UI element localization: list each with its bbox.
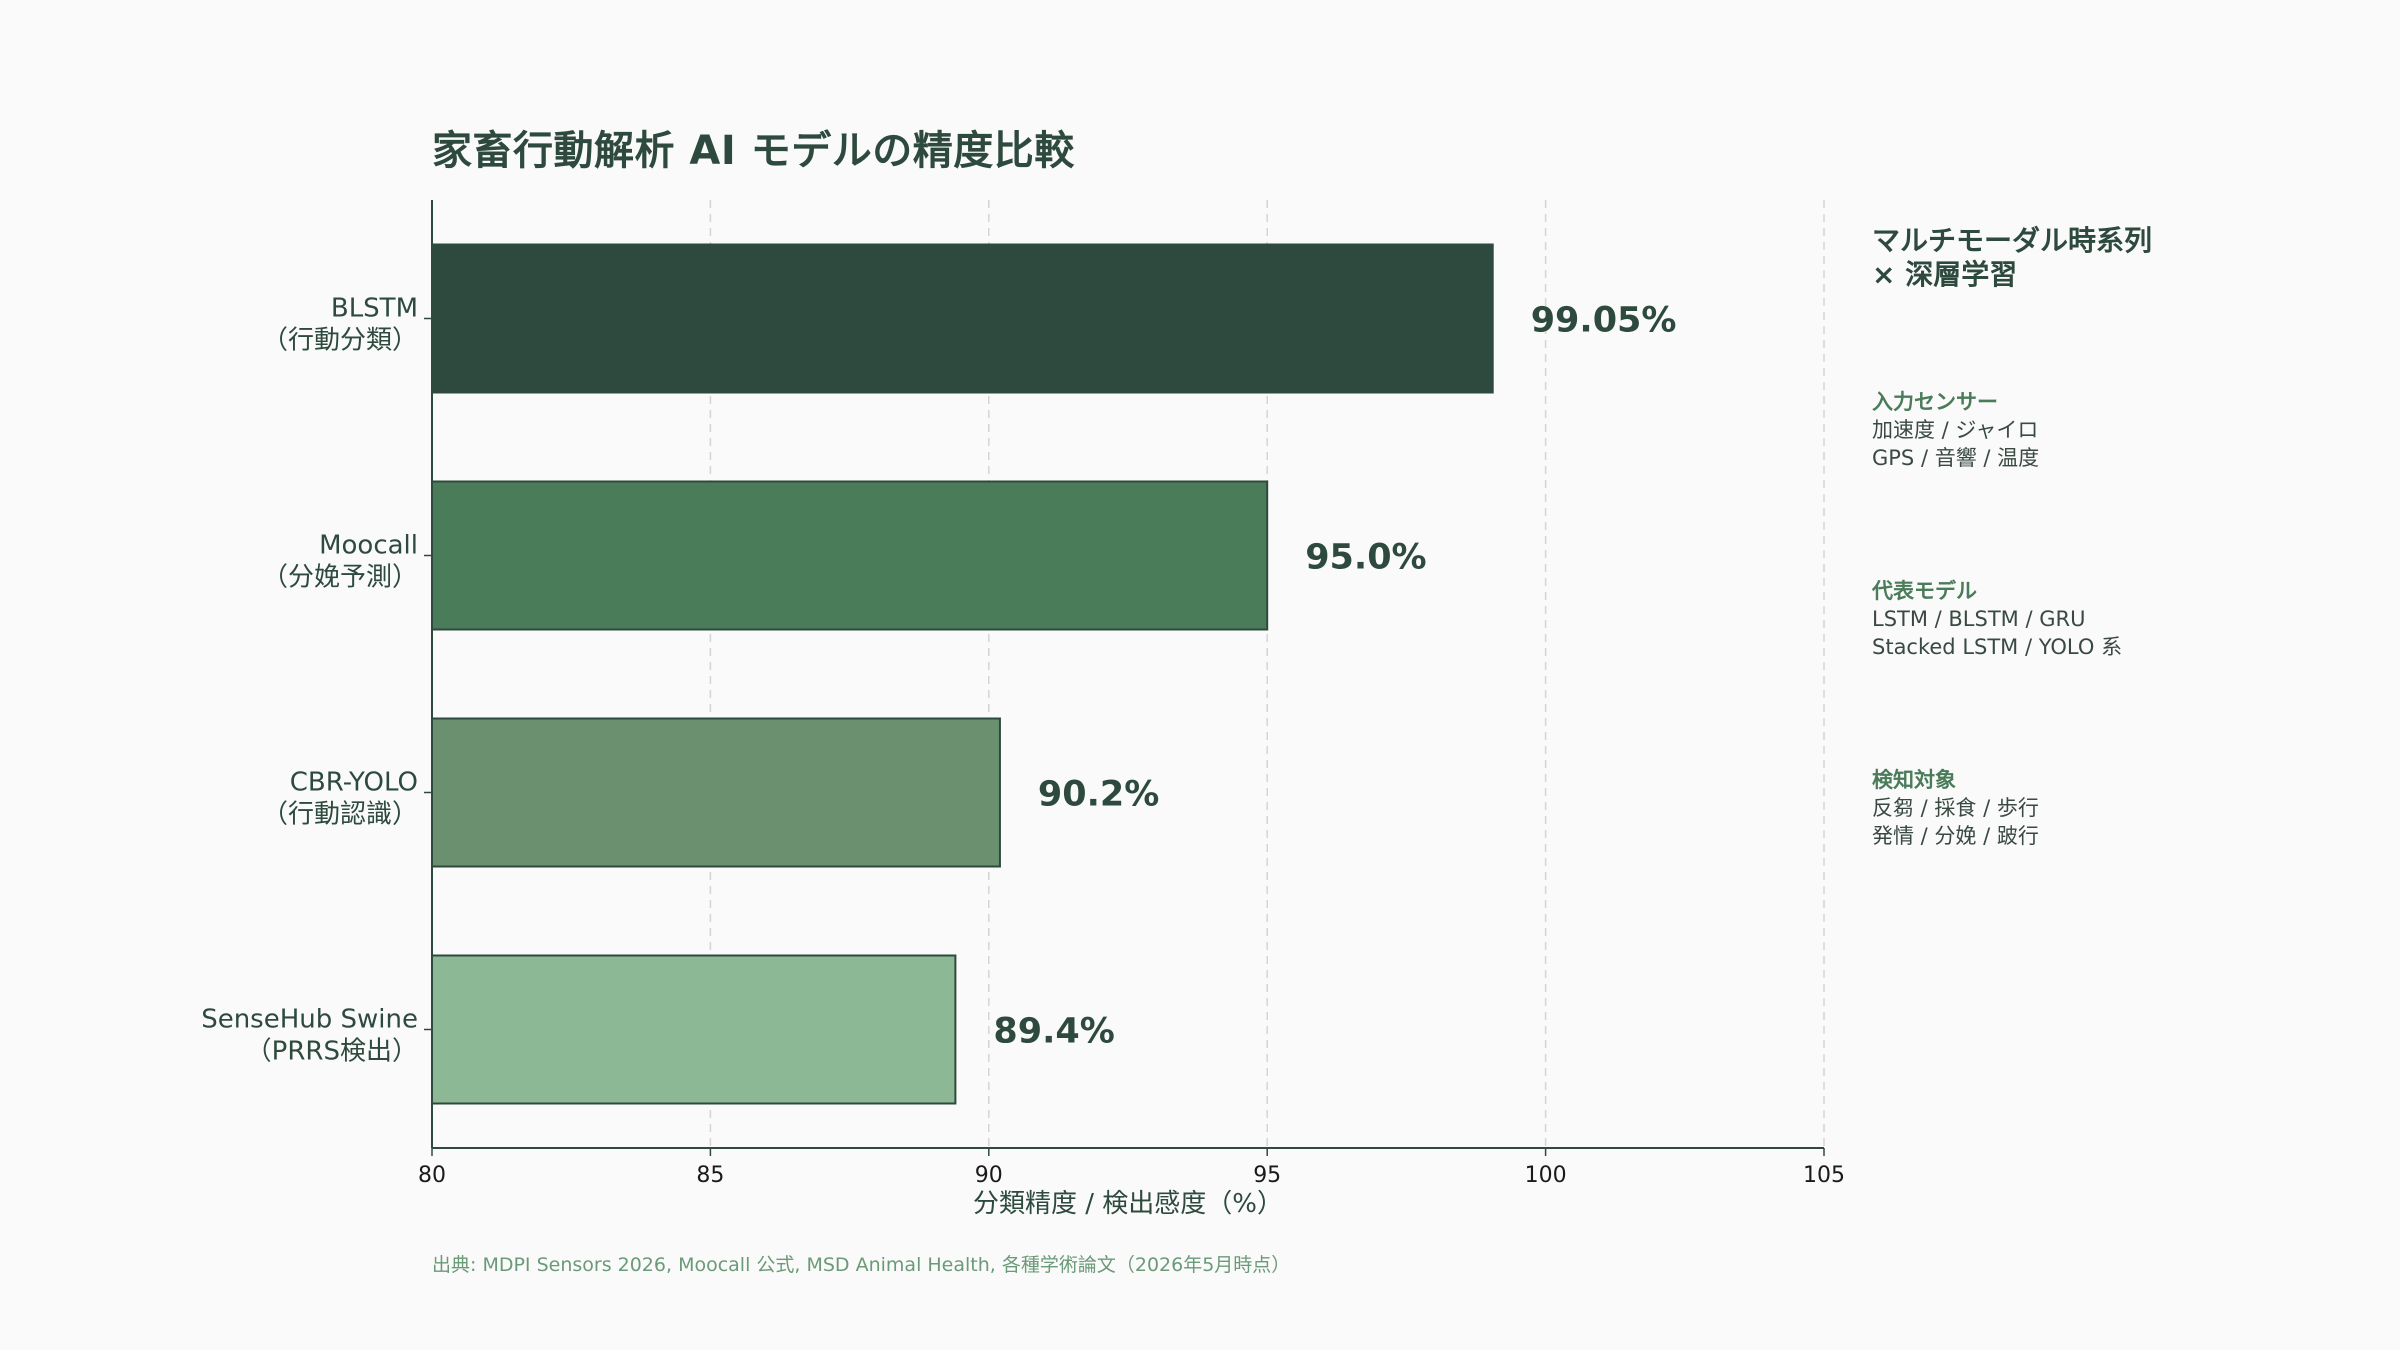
y-tick-label: （行動分類）	[262, 326, 418, 356]
bar	[431, 717, 1001, 868]
bar-value-label: 95.0%	[1305, 538, 1426, 578]
sidebar-block-line: GPS / 音響 / 温度	[1872, 446, 2040, 470]
sidebar-block-line: Stacked LSTM / YOLO 系	[1872, 635, 2123, 659]
x-tick-label: 105	[1803, 1163, 1845, 1188]
source-note: 出典: MDPI Sensors 2026, Moocall 公式, MSD A…	[432, 1254, 1291, 1276]
y-tick-label: （PRRS検出）	[246, 1037, 418, 1067]
y-tick-label: Moocall	[319, 531, 418, 561]
sidebar-heading-line: マルチモーダル時系列	[1872, 224, 2153, 257]
sidebar-block-line: 発情 / 分娩 / 跛行	[1872, 824, 2039, 848]
x-axis-label: 分類精度 / 検出感度（%）	[973, 1189, 1283, 1219]
x-tick-label: 80	[418, 1163, 446, 1188]
y-tick-label: SenseHub Swine	[201, 1005, 418, 1035]
bar-value-label: 90.2%	[1038, 775, 1159, 815]
sidebar-heading: マルチモーダル時系列 × 深層学習	[1872, 224, 2152, 292]
x-tick-label: 90	[975, 1163, 1003, 1188]
y-tick-label: （分娩予測）	[262, 563, 418, 593]
x-tick-label: 95	[1253, 1163, 1281, 1188]
sidebar-block-title: 入力センサー	[1872, 390, 1998, 414]
sidebar-heading-line: × 深層学習	[1872, 258, 2018, 291]
sidebar-block-title: 代表モデル	[1872, 579, 1977, 603]
sidebar-block-targets: 検知対象 反芻 / 採食 / 歩行 発情 / 分娩 / 跛行	[1872, 766, 2039, 850]
bar	[431, 480, 1269, 631]
sidebar-block-models: 代表モデル LSTM / BLSTM / GRU Stacked LSTM / …	[1872, 577, 2122, 661]
y-tick-label: （行動認識）	[262, 800, 418, 830]
chart-title: 家畜行動解析 AI モデルの精度比較	[432, 128, 1075, 174]
x-tick-label: 85	[696, 1163, 724, 1188]
bar-value-label: 99.05%	[1531, 301, 1677, 341]
bar	[431, 954, 957, 1105]
sidebar-block-line: 反芻 / 採食 / 歩行	[1872, 796, 2039, 820]
x-tick-label: 100	[1525, 1163, 1567, 1188]
bar	[431, 243, 1494, 394]
sidebar-block-sensors: 入力センサー 加速度 / ジャイロ GPS / 音響 / 温度	[1872, 388, 2039, 472]
y-tick-label: CBR-YOLO	[290, 768, 418, 798]
y-tick-label: BLSTM	[331, 294, 418, 324]
sidebar-block-title: 検知対象	[1872, 768, 1956, 792]
sidebar-block-line: LSTM / BLSTM / GRU	[1872, 607, 2086, 631]
bar-value-label: 89.4%	[993, 1012, 1114, 1052]
sidebar-block-line: 加速度 / ジャイロ	[1872, 418, 2039, 442]
